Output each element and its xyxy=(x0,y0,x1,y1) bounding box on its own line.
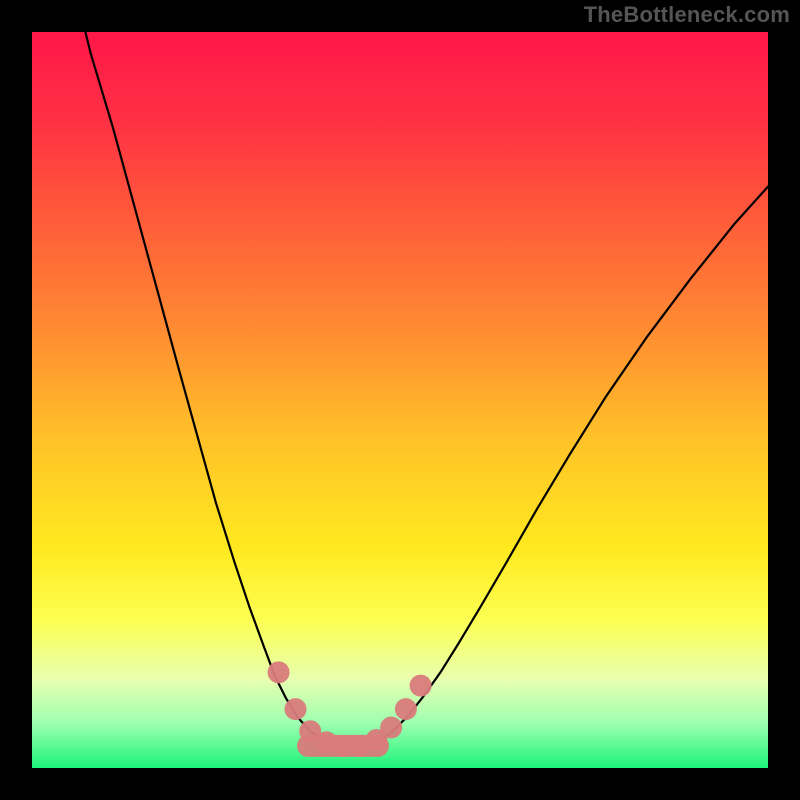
curve-marker xyxy=(268,661,290,683)
curve-marker xyxy=(284,698,306,720)
chart-stage: TheBottleneck.com xyxy=(0,0,800,800)
chart-svg xyxy=(0,0,800,800)
curve-marker xyxy=(395,698,417,720)
curve-marker xyxy=(380,717,402,739)
curve-marker xyxy=(410,675,432,697)
plot-area xyxy=(32,32,768,768)
